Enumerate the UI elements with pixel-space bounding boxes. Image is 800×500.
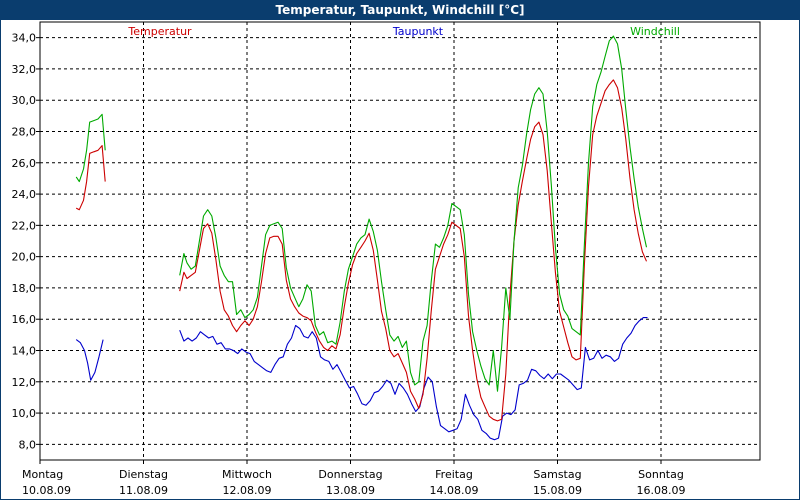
- legend-entry-temperatur: Temperatur: [127, 25, 192, 38]
- x-tick-label-day: Donnerstag: [318, 468, 382, 481]
- x-tick-label-day: Samstag: [533, 468, 581, 481]
- y-tick-label: 30,0: [12, 94, 37, 107]
- legend-entry-windchill: Windchill: [630, 25, 680, 38]
- y-tick-label: 18,0: [12, 282, 37, 295]
- y-tick-label: 16,0: [12, 313, 37, 326]
- x-tick-label-date: 13.08.09: [326, 484, 375, 497]
- x-axis: Montag 10.08.09 Dienstag 11.08.09 Mittwoch 12…: [22, 460, 685, 497]
- legend: Temperatur Taupunkt Windchill: [127, 25, 680, 38]
- x-tick-label-date: 10.08.09: [22, 484, 71, 497]
- x-tick-label-day: Montag: [22, 468, 63, 481]
- y-tick-label: 28,0: [12, 126, 37, 139]
- y-tick-label: 34,0: [12, 32, 37, 45]
- y-tick-label: 20,0: [12, 251, 37, 264]
- y-tick-label: 24,0: [12, 188, 37, 201]
- x-tick-label-date: 12.08.09: [223, 484, 272, 497]
- y-tick-label: 12,0: [12, 376, 37, 389]
- x-tick-label-date: 15.08.09: [533, 484, 582, 497]
- legend-entry-taupunkt: Taupunkt: [392, 25, 444, 38]
- x-tick-label-day: Mittwoch: [222, 468, 272, 481]
- y-tick-label: 10,0: [12, 407, 37, 420]
- series-lines: [75, 35, 648, 441]
- chart-title: Temperatur, Taupunkt, Windchill [°C]: [0, 0, 800, 20]
- series-line-windchill: [179, 35, 648, 392]
- x-tick-label-day: Dienstag: [119, 468, 168, 481]
- series-line-windchill: [75, 113, 106, 183]
- y-axis: 8,0 10,0 12,0 14,0 16,0 18,0 20,0 22,0 24,0 26,0 2…: [12, 32, 40, 451]
- series-line-taupunkt: [75, 339, 104, 381]
- y-tick-label: 32,0: [12, 63, 37, 76]
- series-line-temperatur: [75, 145, 106, 211]
- y-tick-label: 26,0: [12, 157, 37, 170]
- grid-lines: [40, 22, 760, 460]
- series-line-temperatur: [179, 79, 648, 422]
- plot-border: [39, 21, 761, 461]
- x-tick-label-day: Freitag: [435, 468, 473, 481]
- series-line-taupunkt: [179, 317, 648, 441]
- x-tick-label-date: 11.08.09: [119, 484, 168, 497]
- y-tick-label: 8,0: [19, 438, 37, 451]
- x-tick-label-date: 16.08.09: [637, 484, 686, 497]
- x-tick-label-date: 14.08.09: [430, 484, 479, 497]
- y-tick-label: 14,0: [12, 345, 37, 358]
- y-tick-label: 22,0: [12, 219, 37, 232]
- x-tick-label-day: Sonntag: [638, 468, 684, 481]
